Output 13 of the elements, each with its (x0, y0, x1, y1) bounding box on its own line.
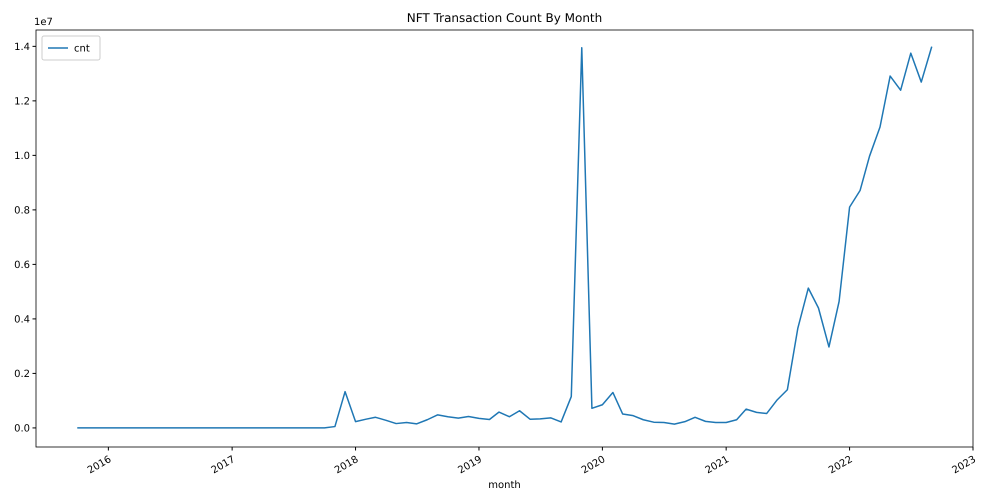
y-tick-label: 0.2 (14, 368, 30, 380)
line-series (76, 46, 932, 429)
y-tick-label: 0.0 (14, 423, 30, 434)
y-tick-label: 0.8 (14, 205, 30, 216)
legend-label: cnt (74, 44, 90, 54)
y-tick-label: 1.2 (14, 96, 30, 108)
text: 1e7 (34, 17, 53, 28)
y-tick-label: 1.4 (14, 42, 30, 53)
x-axis-title: month (488, 480, 521, 491)
y-tick-label: 1.0 (14, 150, 30, 162)
y-tick-label: 0.4 (14, 314, 30, 326)
chart-title: NFT Transaction Count By Month (406, 11, 602, 25)
y-tick-label: 0.6 (14, 260, 30, 271)
